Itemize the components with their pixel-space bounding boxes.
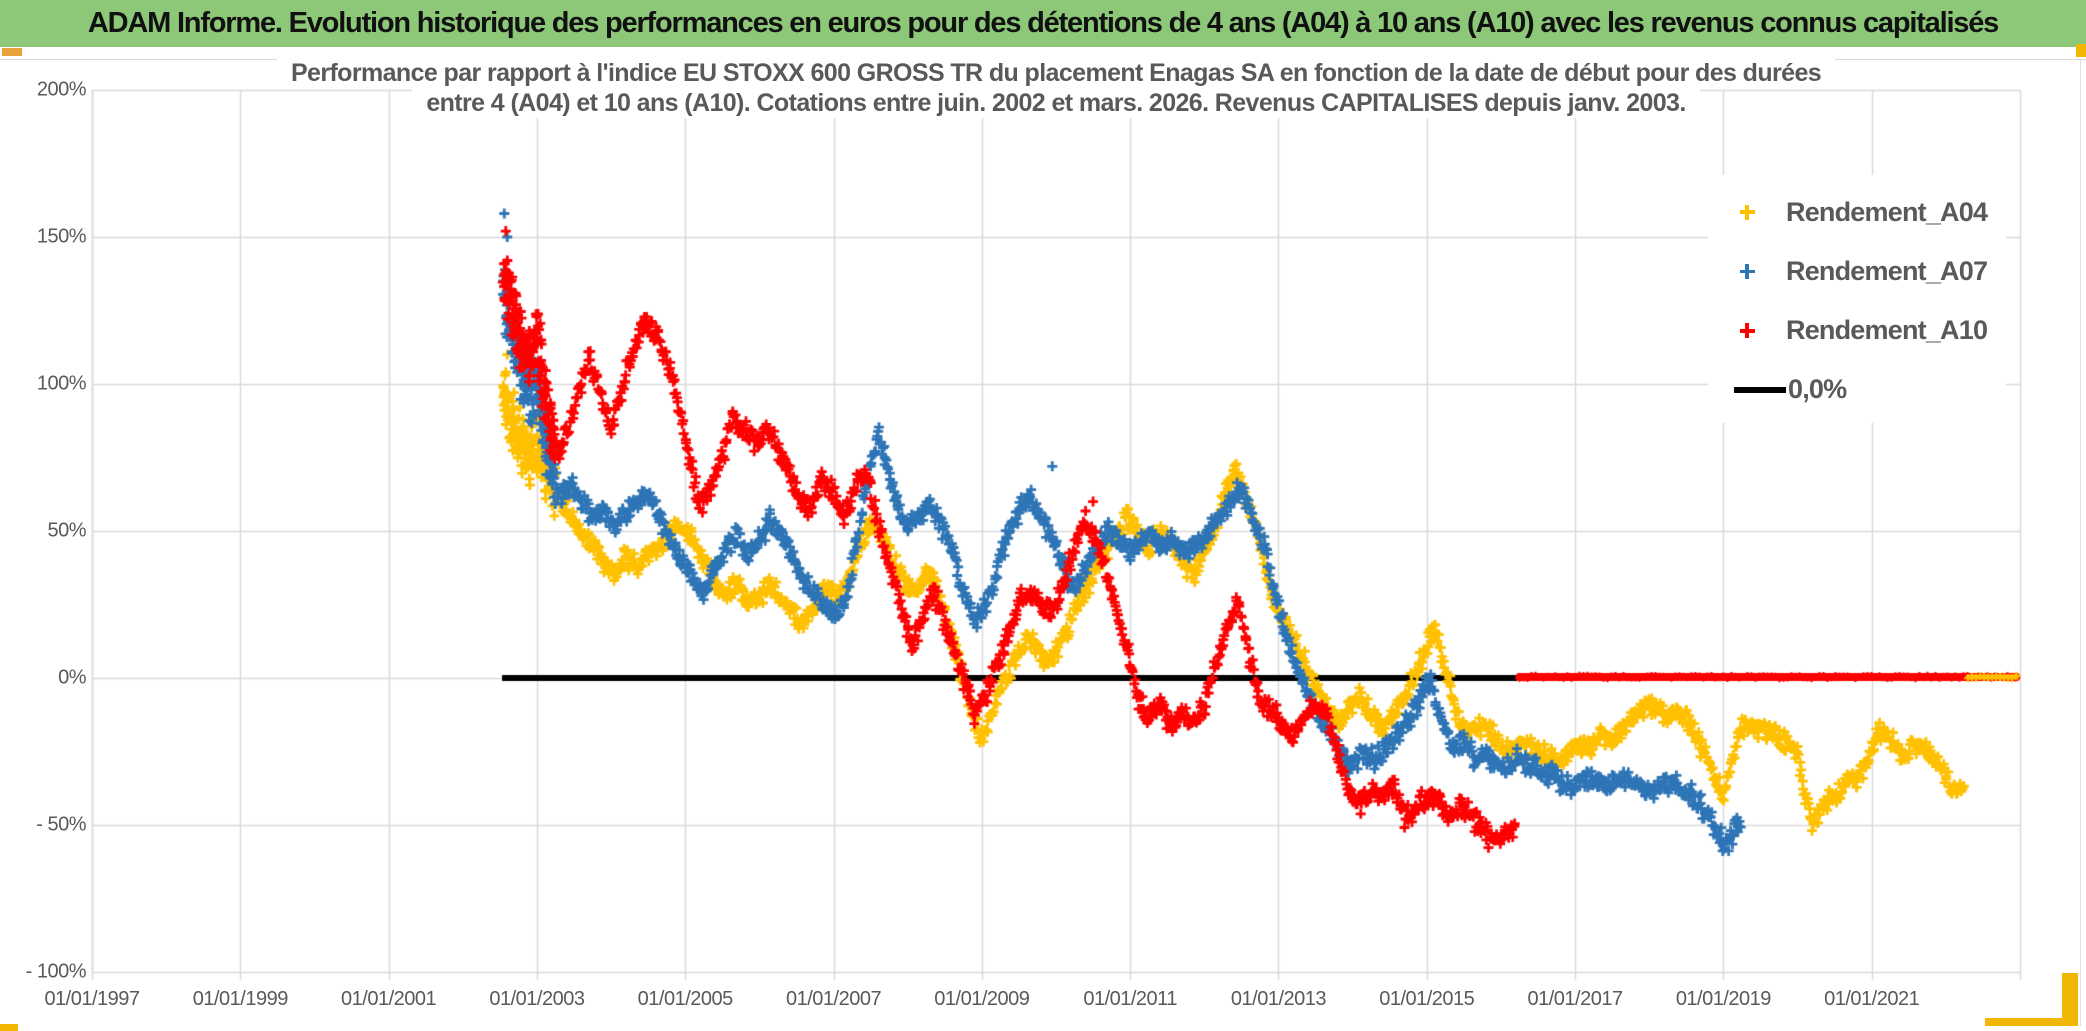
chart-legend: Rendement_A04 Rendement_A07 Rendement_A1… bbox=[1708, 175, 2006, 423]
zero-line-marker-icon bbox=[1734, 386, 1786, 393]
x-axis-tick-label: 01/01/2005 bbox=[637, 988, 734, 1010]
x-axis-tick-label: 01/01/2019 bbox=[1675, 988, 1772, 1010]
legend-item-rendement-a04[interactable]: Rendement_A04 bbox=[1708, 189, 2006, 235]
legend-label: Rendement_A04 bbox=[1786, 196, 1988, 227]
y-axis-tick-label: 100% bbox=[36, 372, 87, 395]
x-axis-tick-label: 01/01/2011 bbox=[1083, 988, 1177, 1010]
y-axis-tick-label: - 50% bbox=[36, 813, 86, 836]
legend-item-zero-line[interactable]: 0,0% bbox=[1708, 367, 2006, 413]
x-axis-tick-label: 01/01/2001 bbox=[341, 988, 437, 1010]
x-axis-tick-label: 01/01/2017 bbox=[1527, 988, 1624, 1010]
y-axis-tick-label: 50% bbox=[47, 519, 86, 542]
x-axis-tick-label: 01/01/2015 bbox=[1379, 988, 1475, 1010]
x-axis-tick-label: 01/01/1999 bbox=[192, 988, 289, 1010]
x-axis-tick-label: 01/01/2013 bbox=[1230, 988, 1327, 1010]
y-axis-tick-label: - 100% bbox=[25, 960, 87, 983]
y-axis-tick-label: 150% bbox=[36, 225, 87, 248]
y-axis-tick-label: 200% bbox=[36, 78, 87, 101]
plus-marker-icon bbox=[1739, 263, 1755, 279]
x-axis-tick-label: 01/01/2009 bbox=[934, 988, 1030, 1010]
y-axis-tick-label: 0% bbox=[58, 666, 86, 689]
legend-label: 0,0% bbox=[1788, 374, 1847, 405]
plus-marker-icon bbox=[1739, 323, 1755, 339]
legend-item-rendement-a10[interactable]: Rendement_A10 bbox=[1708, 308, 2006, 354]
legend-item-rendement-a07[interactable]: Rendement_A07 bbox=[1708, 248, 2006, 294]
legend-label: Rendement_A07 bbox=[1786, 255, 1988, 286]
plus-marker-icon bbox=[1739, 204, 1755, 220]
x-axis-tick-label: 01/01/2003 bbox=[489, 988, 585, 1010]
x-axis-tick-label: 01/01/2007 bbox=[785, 988, 882, 1010]
legend-label: Rendement_A10 bbox=[1786, 315, 1988, 346]
x-axis-tick-label: 01/01/2021 bbox=[1824, 988, 1920, 1010]
x-axis-tick-label: 01/01/1997 bbox=[44, 988, 140, 1010]
